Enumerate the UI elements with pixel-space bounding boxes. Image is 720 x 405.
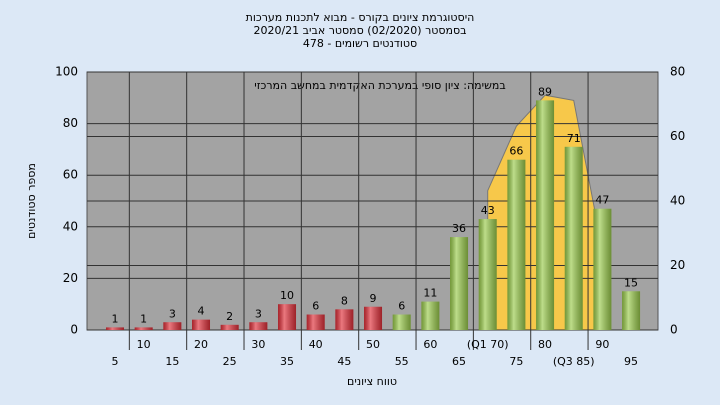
value-label: 3 [255, 307, 262, 320]
x-tick-label: 95 [624, 355, 638, 368]
value-label: 11 [423, 287, 437, 300]
value-label: 15 [624, 276, 638, 289]
x-tick-label: 25 [223, 355, 237, 368]
value-label: 10 [280, 289, 294, 302]
bar-shading [364, 306, 383, 330]
x-tick-label: 30 [251, 338, 265, 351]
y2-tick-label: 20 [670, 258, 685, 272]
bar-shading [564, 146, 583, 330]
y-tick-label: 80 [63, 116, 78, 130]
y2-tick-label: 60 [670, 129, 685, 143]
value-label: 89 [538, 85, 552, 98]
chart-title: היסטוגרמת ציונים בקורס - מבוא לתכנות מער… [246, 11, 475, 24]
bar-shading [249, 322, 268, 330]
x-axis-label: טווח ציונים [347, 375, 397, 388]
y-tick-label: 20 [63, 271, 78, 285]
x-tick-label: (Q3 85) [553, 355, 595, 368]
y2-tick-label: 40 [670, 194, 685, 208]
x-tick-label: 40 [309, 338, 323, 351]
value-label: 6 [312, 300, 319, 313]
x-tick-label: 50 [366, 338, 380, 351]
value-label: 47 [595, 194, 609, 207]
chart-subtitle: בסמסטר (02/2020) סמסטר אביב 2020/21 [253, 24, 466, 37]
bar-shading [392, 314, 411, 330]
x-tick-label: 5 [112, 355, 119, 368]
bar-shading [507, 159, 526, 330]
y-tick-label: 40 [63, 219, 78, 233]
bar-shading [593, 208, 612, 330]
x-tick-label: 20 [194, 338, 208, 351]
value-label: 6 [398, 300, 405, 313]
x-tick-label: 80 [538, 338, 552, 351]
value-label: 4 [198, 305, 205, 318]
value-label: 8 [341, 294, 348, 307]
x-tick-label: 65 [452, 355, 466, 368]
y2-tick-label: 0 [670, 323, 678, 337]
bar-shading [134, 327, 153, 330]
bar-shading [478, 219, 497, 330]
y-tick-label: 100 [55, 65, 78, 79]
chart-subtitle: סטודנטים רשומים - 478 [303, 37, 417, 50]
y2-tick-label: 80 [670, 65, 685, 79]
bar-shading [278, 304, 297, 330]
x-tick-label: 90 [595, 338, 609, 351]
bar-shading [335, 309, 354, 330]
value-label: 71 [567, 132, 581, 145]
bar-shading [421, 301, 440, 330]
value-label: 1 [140, 312, 147, 325]
x-tick-label: 10 [137, 338, 151, 351]
y-tick-label: 60 [63, 168, 78, 182]
value-label: 43 [481, 204, 495, 217]
value-label: 1 [112, 312, 119, 325]
value-label: 9 [370, 292, 377, 305]
bar-shading [536, 100, 555, 330]
bar-shading [622, 291, 641, 330]
x-tick-label: 75 [509, 355, 523, 368]
value-label: 66 [509, 145, 523, 158]
bar-shading [192, 319, 211, 330]
value-label: 2 [226, 310, 233, 323]
bar-shading [163, 322, 182, 330]
value-label: 36 [452, 222, 466, 235]
annotation: במשימה: ציון סופי במערכת האקדמית במחשב ה… [254, 79, 505, 92]
x-tick-label: 55 [395, 355, 409, 368]
x-tick-label: 35 [280, 355, 294, 368]
bar-shading [220, 324, 239, 330]
x-tick-label: 45 [337, 355, 351, 368]
x-tick-label: 15 [165, 355, 179, 368]
bar-shading [306, 314, 325, 330]
bar-shading [106, 327, 124, 330]
y-axis-label: מספר סטודנטים [25, 163, 38, 239]
bar-shading [450, 237, 469, 330]
x-tick-label: (Q1 70) [467, 338, 509, 351]
value-label: 3 [169, 307, 176, 320]
x-tick-label: 60 [423, 338, 437, 351]
y-tick-label: 0 [70, 323, 78, 337]
